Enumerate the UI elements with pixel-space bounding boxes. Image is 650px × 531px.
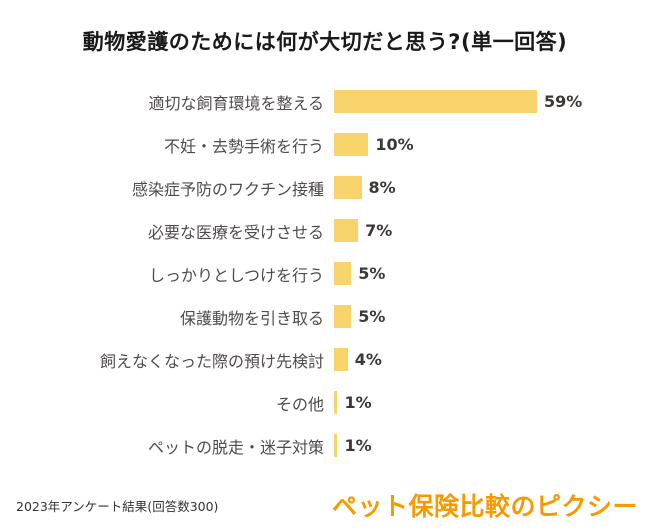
chart-row: 不妊・去勢手術を行う 10% bbox=[0, 123, 650, 166]
source-note: 2023年アンケート結果(回答数300) bbox=[16, 499, 219, 514]
chart-rows: 適切な飼育環境を整える 59% 不妊・去勢手術を行う 10% 感染症予防のワクチン接種 8… bbox=[0, 80, 650, 467]
value-label: 1% bbox=[344, 436, 372, 455]
bar bbox=[334, 176, 362, 199]
bar-group: 59% bbox=[334, 90, 582, 113]
chart-row: 適切な飼育環境を整える 59% bbox=[0, 80, 650, 123]
bar bbox=[334, 305, 352, 328]
bar-group: 8% bbox=[334, 176, 396, 199]
brand-logo: ペット保険比較のピクシー bbox=[331, 492, 638, 521]
category-label: 保護動物を引き取る bbox=[179, 308, 324, 328]
category-label: 不妊・去勢手術を行う bbox=[163, 136, 324, 156]
value-label: 5% bbox=[358, 264, 386, 283]
bar-group: 7% bbox=[334, 219, 392, 242]
value-label: 1% bbox=[344, 393, 372, 412]
bar bbox=[334, 262, 352, 285]
chart-row: ペットの脱走・迷子対策 1% bbox=[0, 424, 650, 467]
bar bbox=[334, 133, 369, 156]
value-label: 5% bbox=[358, 307, 386, 326]
bar bbox=[334, 348, 348, 371]
chart-title: 動物愛護のためには何が大切だと思う?(単一回答) bbox=[82, 30, 568, 54]
bar-group: 5% bbox=[334, 305, 385, 328]
chart-row: 保護動物を引き取る 5% bbox=[0, 295, 650, 338]
chart-row: 必要な医療を受けさせる 7% bbox=[0, 209, 650, 252]
bar bbox=[334, 391, 338, 414]
chart-row: その他 1% bbox=[0, 381, 650, 424]
value-label: 8% bbox=[368, 178, 396, 197]
chart-row: 感染症予防のワクチン接種 8% bbox=[0, 166, 650, 209]
bar-group: 5% bbox=[334, 262, 385, 285]
bar-group: 4% bbox=[334, 348, 382, 371]
bar bbox=[334, 434, 338, 457]
category-label: しっかりとしつけを行う bbox=[148, 265, 324, 285]
category-label: 適切な飼育環境を整える bbox=[148, 93, 324, 113]
value-label: 7% bbox=[365, 221, 393, 240]
value-label: 4% bbox=[354, 350, 382, 369]
bar bbox=[334, 90, 537, 113]
value-label: 10% bbox=[375, 135, 414, 154]
chart-row: 飼えなくなった際の預け先検討 4% bbox=[0, 338, 650, 381]
bar-group: 1% bbox=[334, 391, 372, 414]
category-label: 飼えなくなった際の預け先検討 bbox=[99, 351, 324, 371]
value-label: 59% bbox=[544, 92, 583, 111]
bar-chart: 適切な飼育環境を整える 59% 不妊・去勢手術を行う 10% 感染症予防のワクチン接種 8… bbox=[0, 80, 650, 467]
category-label: 必要な医療を受けさせる bbox=[147, 222, 324, 242]
bar-group: 1% bbox=[334, 434, 372, 457]
bar bbox=[334, 219, 359, 242]
category-label: ペットの脱走・迷子対策 bbox=[147, 437, 324, 457]
bar-group: 10% bbox=[334, 133, 414, 156]
category-label: 感染症予防のワクチン接種 bbox=[131, 179, 324, 199]
chart-row: しっかりとしつけを行う 5% bbox=[0, 252, 650, 295]
category-label: その他 bbox=[275, 394, 324, 414]
